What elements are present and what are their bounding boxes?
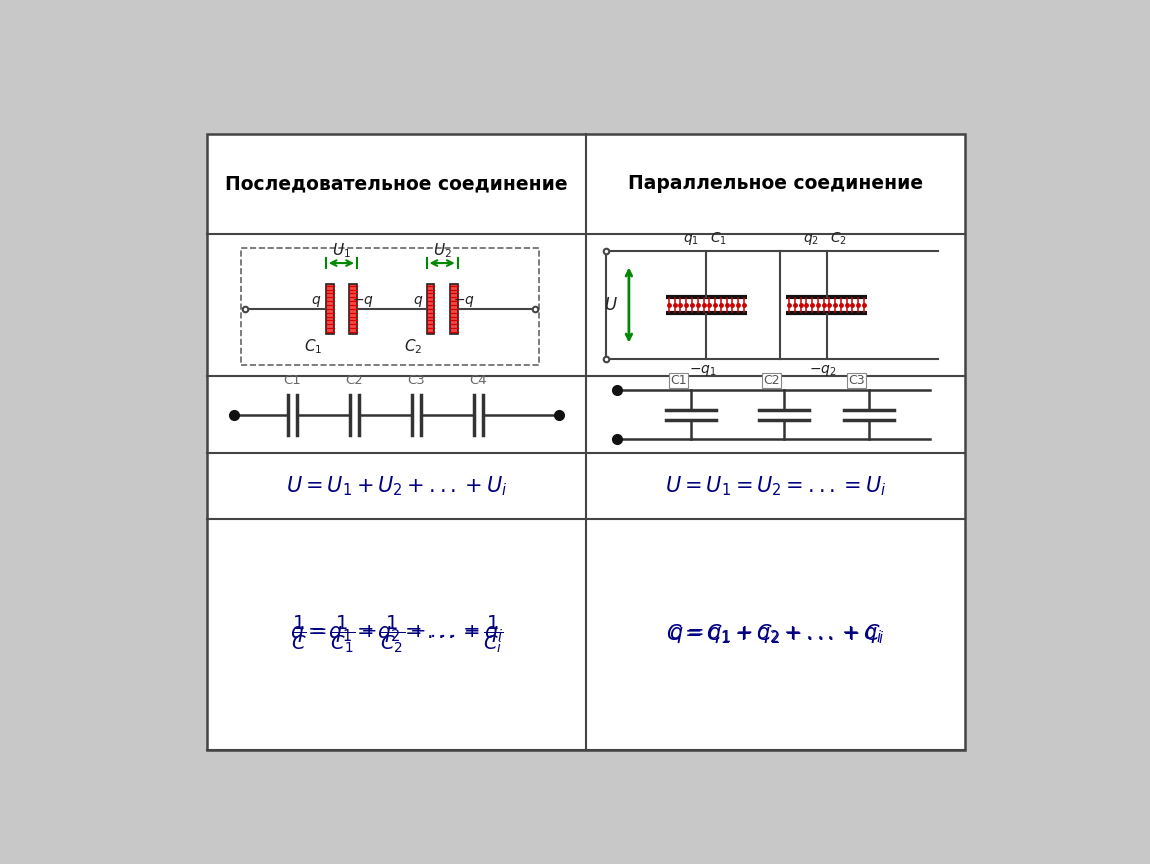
Text: $-q_2$: $-q_2$ [808,363,836,378]
Bar [325,284,334,334]
Text: $-q$: $-q$ [352,294,374,308]
Text: $C = C_1 + C_2 + ... + C_i$: $C = C_1 + C_2 + ... + C_i$ [666,622,886,646]
Text: C4: C4 [469,374,488,387]
Text: $q_2$: $q_2$ [803,232,819,247]
Text: $-q_1$: $-q_1$ [689,363,716,378]
Bar [350,284,356,334]
Text: $C_1$: $C_1$ [304,338,322,357]
Text: C2: C2 [762,374,780,387]
Text: $U = U_1 = U_2 = ... = U_i$: $U = U_1 = U_2 = ... = U_i$ [665,474,887,498]
Text: $q$: $q$ [413,294,423,308]
Text: C1: C1 [284,374,301,387]
Text: $-q$: $-q$ [453,294,475,308]
Text: $C_1$: $C_1$ [711,231,727,247]
Text: $U_1$: $U_1$ [332,241,351,260]
Text: $q = q_1 = q_2 = ... = q_i$: $q = q_1 = q_2 = ... = q_i$ [290,624,504,645]
Text: $q_1$: $q_1$ [683,232,699,247]
Text: $U$: $U$ [604,296,618,314]
Bar [450,284,458,334]
Text: C3: C3 [408,374,426,387]
Text: $C_2$: $C_2$ [830,231,848,247]
Text: $U = U_1 + U_2 + ... + U_i$: $U = U_1 + U_2 + ... + U_i$ [286,474,507,498]
Text: C2: C2 [346,374,363,387]
Text: $\dfrac{1}{C} = \dfrac{1}{C_1} + \dfrac{1}{C_2} + ... + \dfrac{1}{C_i}$: $\dfrac{1}{C} = \dfrac{1}{C_1} + \dfrac{… [291,613,503,655]
Text: C1: C1 [670,374,687,387]
Bar [207,134,965,750]
Text: $C_2$: $C_2$ [405,338,423,357]
Bar [427,284,435,334]
Text: $q$: $q$ [310,294,321,308]
Text: $q = q_1 + q_2 + ... + q_i$: $q = q_1 + q_2 + ... + q_i$ [669,624,882,645]
Text: Последовательное соединение: Последовательное соединение [225,175,568,194]
Bar [240,248,539,365]
Text: $U_2$: $U_2$ [432,241,452,260]
Text: Параллельное соединение: Параллельное соединение [628,175,923,194]
Text: C3: C3 [849,374,865,387]
